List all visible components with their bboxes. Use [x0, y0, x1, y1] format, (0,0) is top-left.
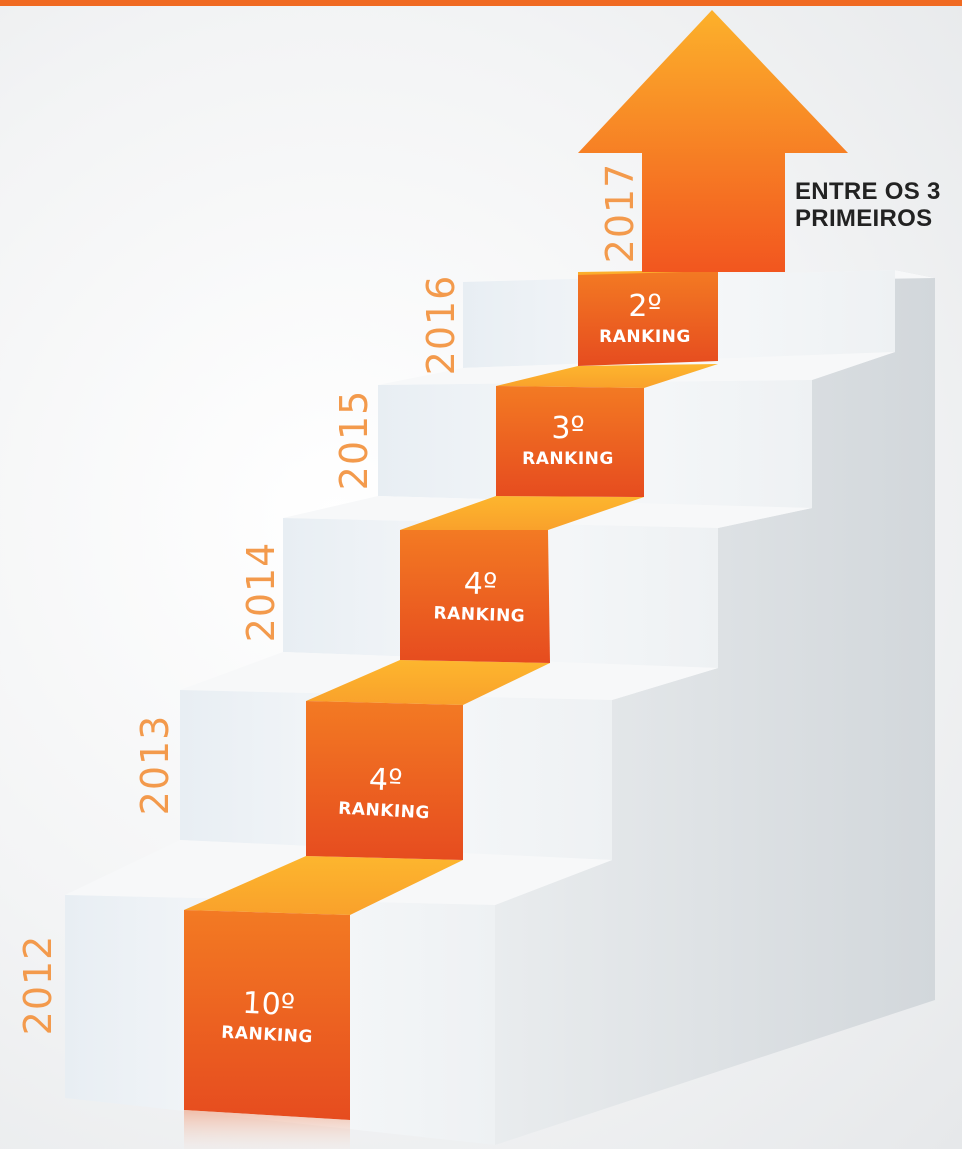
rank-value-2016: 2º: [628, 289, 662, 324]
year-label-2013: 2013: [133, 714, 177, 816]
rank-2016: 2º RANKING: [575, 292, 715, 346]
rank-label-2015: RANKING: [522, 449, 614, 469]
rank-2012: 10º RANKING: [197, 985, 340, 1048]
goal-line-1: ENTRE OS 3: [795, 178, 941, 205]
rank-value-2013: 4º: [368, 762, 404, 799]
rank-2015: 3º RANKING: [498, 414, 638, 468]
top-accent-line: [0, 0, 962, 6]
year-label-2015: 2015: [332, 389, 376, 491]
carpet-top-2015: [496, 364, 718, 388]
carpet-reflection: [184, 1110, 350, 1149]
year-label-2016: 2016: [419, 274, 463, 376]
goal-line-2: PRIMEIROS: [795, 205, 933, 232]
rank-value-2014: 4º: [463, 566, 498, 603]
rank-value-2012: 10º: [241, 985, 296, 1024]
carpet-front-2014: [400, 530, 550, 663]
year-label-2014: 2014: [239, 541, 283, 643]
carpet-front-2013: [306, 701, 463, 860]
rank-2013: 4º RANKING: [314, 762, 457, 823]
carpet-front-2016: [578, 271, 718, 366]
year-label-2012: 2012: [16, 934, 60, 1036]
up-arrow: [578, 10, 848, 272]
rank-label-2016: RANKING: [599, 327, 691, 347]
carpet-top-2014: [400, 496, 644, 530]
carpet-front-2012: [184, 910, 350, 1120]
year-label-2017: 2017: [598, 162, 642, 264]
carpet-front-2015: [496, 386, 644, 497]
carpet-top-2013: [306, 660, 550, 705]
carpet-top-2012: [184, 856, 463, 915]
rank-2014: 4º RANKING: [409, 566, 551, 626]
staircase-side-wall: [495, 270, 935, 1145]
rank-value-2015: 3º: [551, 411, 585, 446]
goal-text: ENTRE OS 3 PRIMEIROS: [795, 178, 962, 232]
